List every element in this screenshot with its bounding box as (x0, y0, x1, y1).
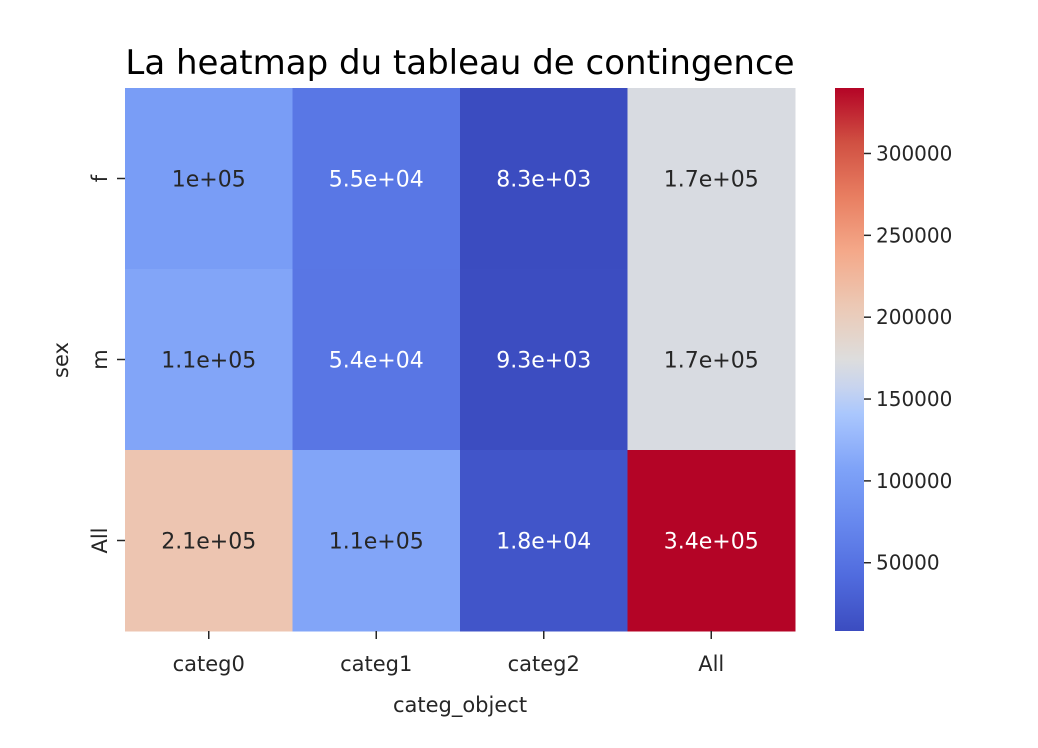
colorbar-tick-label: 50000 (876, 551, 940, 575)
cell-value-label: 8.3e+03 (496, 168, 591, 193)
heatmap-cells (125, 88, 796, 632)
cell-value-label: 1.1e+05 (161, 349, 256, 374)
heatmap-cell-all-all (627, 450, 796, 632)
heatmap-cell-all-categ0 (125, 450, 293, 632)
cell-value-label: 3.4e+05 (664, 530, 759, 555)
colorbar-tick-label: 100000 (876, 469, 952, 493)
colorbar-tick-label: 300000 (876, 141, 952, 165)
colorbar-tick-label: 250000 (876, 223, 952, 247)
y-tick-label: m (88, 349, 112, 369)
y-axis-ticks: f m All (88, 174, 125, 554)
heatmap-cell-f-categ0 (125, 88, 293, 270)
heatmap-cell-m-categ1 (292, 269, 461, 451)
x-tick-label: categ2 (508, 652, 580, 676)
heatmap-cell-f-all (627, 88, 796, 270)
x-tick-label: All (698, 652, 724, 676)
heatmap-cell-all-categ2 (460, 450, 628, 632)
cell-value-label: 1.7e+05 (664, 168, 759, 193)
x-tick-label: categ0 (173, 652, 245, 676)
colorbar (835, 88, 864, 631)
x-tick-label: categ1 (340, 652, 412, 676)
cell-value-label: 1.7e+05 (664, 349, 759, 374)
cell-value-label: 5.5e+04 (329, 168, 424, 193)
heatmap-cell-all-categ1 (292, 450, 461, 632)
cell-value-label: 5.4e+04 (329, 349, 424, 374)
cell-value-label: 1.1e+05 (329, 530, 424, 555)
y-axis-label: sex (49, 342, 73, 378)
colorbar-tick-label: 150000 (876, 387, 952, 411)
heatmap-cell-f-categ2 (460, 88, 628, 270)
cell-value-label: 1.8e+04 (496, 530, 591, 555)
cell-value-label: 2.1e+05 (161, 530, 256, 555)
heatmap-cell-m-categ0 (125, 269, 293, 451)
x-axis-label: categ_object (393, 693, 527, 718)
x-axis-ticks: categ0 categ1 categ2 All (173, 631, 724, 676)
y-tick-label: f (88, 174, 112, 182)
chart-title: La heatmap du tableau de contingence (125, 43, 794, 83)
heatmap-cell-m-all (627, 269, 796, 451)
heatmap-cell-f-categ1 (292, 88, 461, 270)
cell-value-label: 1e+05 (172, 168, 246, 193)
heatmap-cell-m-categ2 (460, 269, 628, 451)
colorbar-tick-label: 200000 (876, 305, 952, 329)
colorbar-ticks: 50000 100000 150000 200000 250000 300000 (864, 141, 952, 575)
cell-labels: 1e+05 5.5e+04 8.3e+03 1.7e+05 1.1e+05 5.4e+04… (161, 168, 758, 555)
y-tick-label: All (88, 527, 112, 553)
cell-value-label: 9.3e+03 (496, 349, 591, 374)
